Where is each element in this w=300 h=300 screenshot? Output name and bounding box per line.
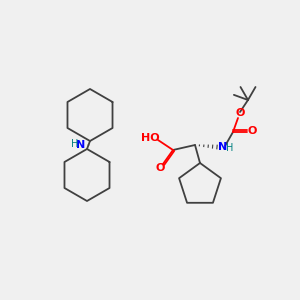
Text: O: O	[247, 126, 257, 136]
Text: O: O	[155, 163, 165, 173]
Text: O: O	[235, 108, 245, 118]
Text: H: H	[226, 143, 234, 153]
Text: N: N	[218, 142, 228, 152]
Text: N: N	[76, 140, 85, 150]
Text: HO: HO	[141, 133, 159, 143]
Text: H: H	[71, 139, 78, 149]
